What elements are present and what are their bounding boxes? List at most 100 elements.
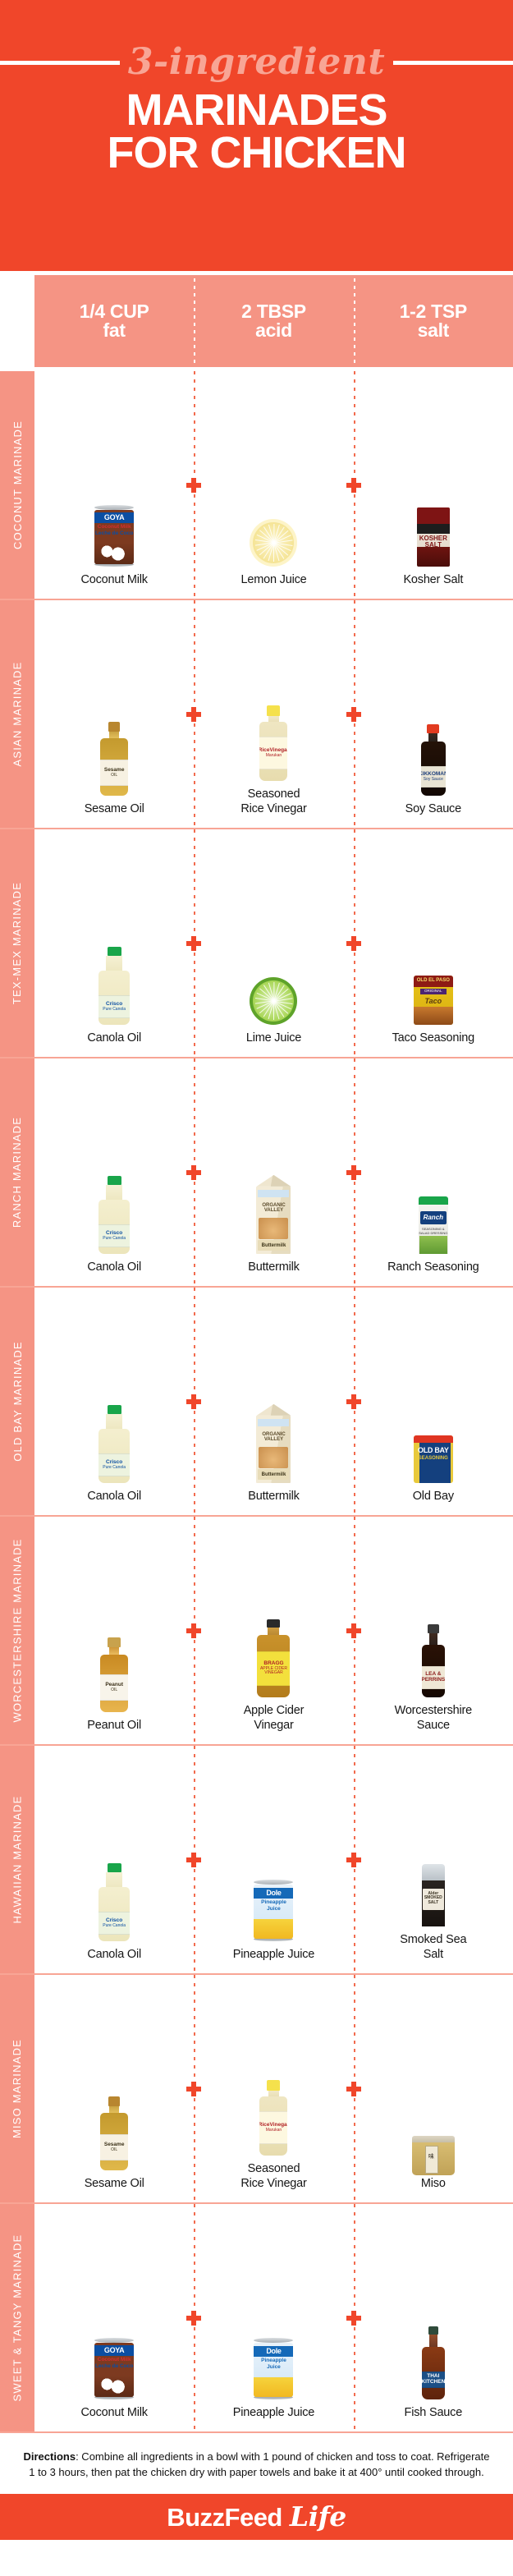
- plus-icon: [346, 706, 361, 722]
- marinade-row: OLD BAY MARINADE Crisco Pure Canola Canola …: [0, 1286, 513, 1515]
- plus-icon: [186, 2310, 202, 2326]
- plus-icon: [186, 1852, 202, 1867]
- marinade-row: SWEET & TANGY MARINADE GOYA Coconut Milk Le…: [0, 2202, 513, 2431]
- ingredient-cell: Sesame OIL Sesame Oil: [34, 600, 194, 828]
- ingredient-caption: Lemon Juice: [240, 572, 307, 586]
- ingredient-cell: OLD BAY SEASONING Old Bay: [346, 1288, 513, 1515]
- product-image-taco-pouch: OLD EL PASO ORIGINAL Taco: [354, 829, 513, 1025]
- ingredient-caption: Peanut Oil: [87, 1718, 142, 1732]
- product-image-fish-sauce-bottle: THAI KITCHEN: [354, 2204, 513, 2399]
- row-label: HAWAIIAN MARINADE: [11, 1795, 24, 1924]
- directions-text: : Combine all ingredients in a bowl with…: [29, 2450, 490, 2478]
- row-label: COCONUT MARINADE: [11, 420, 24, 549]
- column-header-fat: 1/4 CUP fat: [34, 275, 194, 367]
- ingredient-caption: Ranch Seasoning: [387, 1260, 479, 1274]
- column-kind-acid: acid: [255, 319, 292, 341]
- plus-icon: [346, 1164, 361, 1180]
- ingredient-cell: Crisco Pure Canola Canola Oil: [34, 1746, 194, 1973]
- plus-icon: [186, 477, 202, 493]
- ingredient-caption: Canola Oil: [87, 1947, 142, 1961]
- row-label: OLD BAY MARINADE: [11, 1341, 24, 1462]
- column-kind-salt: salt: [417, 319, 450, 341]
- row-label-rail: HAWAIIAN MARINADE: [0, 1746, 34, 1973]
- row-label-rail: SWEET & TANGY MARINADE: [0, 2204, 34, 2431]
- row-label-rail: RANCH MARINADE: [0, 1058, 34, 1286]
- plus-icon: [346, 935, 361, 951]
- ingredient-caption: Kosher Salt: [403, 572, 464, 586]
- plus-icon: [186, 1394, 202, 1409]
- ingredient-caption: Seasoned Rice Vinegar: [240, 2161, 307, 2190]
- plus-icon: [346, 1623, 361, 1638]
- plus-icon: [346, 1852, 361, 1867]
- product-image-buttermilk-carton: ORGANIC VALLEY Buttermilk: [194, 1288, 353, 1483]
- ingredient-cell: KIKKOMANSoy Sauce Soy Sauce: [346, 600, 513, 828]
- product-image-kosher-salt-box: KOSHER SALT: [354, 371, 513, 567]
- ingredient-cell: THAI KITCHEN Fish Sauce: [346, 2204, 513, 2431]
- ingredient-cell: Lime Juice: [186, 829, 353, 1057]
- product-image-crisco-bottle: Crisco Pure Canola: [34, 1288, 194, 1483]
- ingredient-caption: Pineapple Juice: [232, 1947, 315, 1961]
- ingredient-cell: Dole Pineapple Juice Pineapple Juice: [186, 1746, 353, 1973]
- ingredient-caption: Miso: [420, 2176, 446, 2190]
- ingredient-cell: Crisco Pure Canola Canola Oil: [34, 1058, 194, 1286]
- ingredient-cell: GOYA Coconut Milk Leche de Coco Coconut Mil…: [34, 2204, 194, 2431]
- script-title: 3-ingredient: [127, 41, 386, 83]
- product-image-old-bay-tin: OLD BAY SEASONING: [354, 1288, 513, 1483]
- ingredient-caption: Canola Oil: [87, 1031, 142, 1045]
- product-image-sesame-oil-bottle: Sesame OIL: [34, 1975, 194, 2170]
- row-label: ASIAN MARINADE: [11, 661, 24, 767]
- ingredient-caption: Pineapple Juice: [232, 2405, 315, 2419]
- directions-block: Directions: Combine all ingredients in a…: [0, 2433, 513, 2494]
- ingredient-caption: Old Bay: [412, 1489, 454, 1503]
- ingredient-caption: Smoked Sea Salt: [400, 1932, 467, 1961]
- ingredient-caption: Seasoned Rice Vinegar: [240, 787, 307, 815]
- ingredient-cell: KOSHER SALT Kosher Salt: [346, 371, 513, 599]
- marinade-rows: COCONUT MARINADE GOYA Coconut Milk Leche de…: [0, 371, 513, 2431]
- product-image-worcestershire-bottle: LEA & PERRINS: [354, 1517, 513, 1697]
- column-kind-fat: fat: [103, 319, 126, 341]
- ingredient-cell: Dole Pineapple Juice Pineapple Juice: [186, 2204, 353, 2431]
- marinade-row: COCONUT MARINADE GOYA Coconut Milk Leche de…: [0, 371, 513, 599]
- row-label-rail: WORCESTERSHIRE MARINADE: [0, 1517, 34, 1744]
- ingredient-caption: Canola Oil: [87, 1260, 142, 1274]
- ingredient-cell: Crisco Pure Canola Canola Oil: [34, 829, 194, 1057]
- marinade-row: MISO MARINADE Sesame OIL Sesame Oil RiceVine…: [0, 1973, 513, 2202]
- logo-buzzfeed: BuzzFeed: [167, 2503, 282, 2532]
- ingredient-cell: LEA & PERRINS Worcestershire Sauce: [346, 1517, 513, 1744]
- directions-label: Directions: [23, 2450, 76, 2463]
- column-amount-fat: 1/4 CUP: [79, 300, 149, 322]
- product-image-smoked-salt-grinder: Alder SMOKED SALT: [354, 1746, 513, 1926]
- product-image-crisco-bottle: Crisco Pure Canola: [34, 1746, 194, 1941]
- ingredient-cell: ORGANIC VALLEY Buttermilk Buttermilk: [186, 1058, 353, 1286]
- brand-bar: BuzzFeed Life: [0, 2493, 513, 2540]
- row-label: SWEET & TANGY MARINADE: [11, 2234, 24, 2402]
- ingredient-caption: Coconut Milk: [80, 572, 148, 586]
- marinade-row: HAWAIIAN MARINADE Crisco Pure Canola Canola…: [0, 1744, 513, 1973]
- ingredient-caption: Fish Sauce: [404, 2405, 463, 2419]
- marinade-row: ASIAN MARINADE Sesame OIL Sesame Oil RiceVin…: [0, 599, 513, 828]
- buzzfeed-life-logo[interactable]: BuzzFeed Life: [167, 2500, 346, 2532]
- product-image-goya-can: GOYA Coconut Milk Leche de Coco: [34, 2204, 194, 2399]
- ingredient-caption: Coconut Milk: [80, 2405, 148, 2419]
- product-image-buttermilk-carton: ORGANIC VALLEY Buttermilk: [194, 1058, 353, 1254]
- row-label: TEX-MEX MARINADE: [11, 881, 24, 1005]
- column-header-salt: 1-2 TSP salt: [353, 275, 513, 367]
- plus-icon: [346, 477, 361, 493]
- ingredient-caption: Soy Sauce: [405, 801, 462, 815]
- ingredient-cell: Lemon Juice: [186, 371, 353, 599]
- ingredient-cell: BRAGG APPLE CIDER VINEGAR Apple Cider Vine…: [186, 1517, 353, 1744]
- product-image-miso-tub: 味: [354, 1975, 513, 2175]
- row-label: WORCESTERSHIRE MARINADE: [11, 1538, 24, 1723]
- product-image-sesame-oil-bottle: Sesame OIL: [34, 600, 194, 796]
- ingredient-caption: Buttermilk: [248, 1260, 300, 1274]
- product-image-dole-can: Dole Pineapple Juice: [194, 2204, 353, 2399]
- row-label-rail: OLD BAY MARINADE: [0, 1288, 34, 1515]
- product-image-dole-can: Dole Pineapple Juice: [194, 1746, 353, 1941]
- title-line-2: FOR CHICKEN: [107, 128, 407, 178]
- ingredient-caption: Sesame Oil: [84, 2176, 144, 2190]
- column-header-acid: 2 TBSP acid: [194, 275, 353, 367]
- ingredient-caption: Apple Cider Vinegar: [243, 1703, 305, 1732]
- ingredient-caption: Sesame Oil: [84, 801, 144, 815]
- ingredient-cell: RiceVinegar Marukan Seasoned Rice Vinegar: [186, 600, 353, 828]
